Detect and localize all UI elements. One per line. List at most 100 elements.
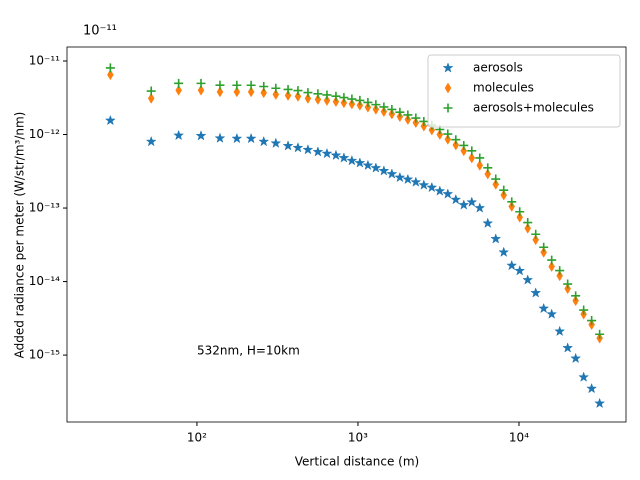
- marker: [270, 137, 282, 148]
- marker: [372, 103, 380, 115]
- marker: [506, 259, 518, 271]
- y-tick-label: 10⁻¹⁴: [29, 274, 60, 288]
- marker: [563, 279, 573, 289]
- marker: [515, 207, 525, 217]
- marker: [354, 157, 366, 168]
- marker: [245, 132, 257, 144]
- marker: [476, 159, 484, 171]
- marker: [282, 140, 294, 151]
- marker: [340, 97, 348, 109]
- marker: [508, 200, 516, 212]
- marker: [468, 152, 476, 164]
- marker: [378, 165, 390, 176]
- marker: [482, 217, 494, 228]
- legend-marker: [442, 62, 454, 73]
- marker: [539, 242, 549, 252]
- y-tick-label: 10⁻¹³: [29, 201, 60, 215]
- marker: [418, 179, 430, 190]
- y-tick-label: 10⁻¹⁵: [29, 348, 60, 362]
- marker: [331, 91, 341, 101]
- marker: [411, 113, 421, 123]
- marker: [500, 189, 508, 201]
- marker: [466, 196, 478, 207]
- marker: [370, 162, 382, 173]
- marker: [386, 168, 398, 179]
- marker: [302, 144, 314, 155]
- marker: [410, 176, 422, 187]
- x-tick-label: 10³: [348, 431, 368, 445]
- marker: [387, 104, 397, 114]
- marker: [450, 193, 462, 205]
- marker: [458, 199, 470, 210]
- marker: [490, 233, 502, 244]
- marker: [322, 90, 332, 100]
- marker: [246, 80, 256, 90]
- marker: [523, 218, 533, 228]
- series: [107, 69, 603, 344]
- legend-label: aerosols: [473, 61, 523, 75]
- marker: [271, 83, 281, 93]
- marker: [260, 87, 268, 99]
- marker: [554, 325, 566, 337]
- marker: [371, 100, 381, 110]
- marker: [247, 86, 255, 98]
- marker: [442, 188, 454, 199]
- marker: [562, 342, 574, 353]
- marker: [323, 95, 331, 107]
- marker: [283, 84, 293, 94]
- legend-marker: [444, 82, 452, 94]
- marker: [347, 94, 357, 104]
- marker: [443, 129, 453, 139]
- marker: [272, 89, 280, 101]
- series: [105, 63, 605, 339]
- marker: [355, 95, 365, 105]
- marker: [483, 163, 493, 173]
- marker: [388, 108, 396, 120]
- y-tick-label: 10⁻¹²: [29, 127, 60, 141]
- marker: [586, 382, 598, 394]
- marker: [105, 63, 115, 73]
- marker: [330, 149, 342, 161]
- annotation: 532nm, H=10km: [197, 344, 300, 358]
- marker: [540, 246, 547, 258]
- marker: [419, 116, 429, 126]
- series: [104, 114, 606, 409]
- marker: [394, 171, 406, 183]
- marker: [556, 270, 563, 282]
- x-axis-label: Vertical distance (m): [295, 455, 419, 469]
- marker: [380, 106, 388, 118]
- marker: [107, 69, 114, 81]
- marker: [538, 302, 550, 314]
- marker: [356, 99, 364, 111]
- marker: [292, 142, 304, 153]
- y-tick-label: 10⁻¹¹: [29, 53, 60, 67]
- marker: [303, 88, 313, 98]
- marker: [484, 168, 492, 180]
- marker: [514, 265, 526, 276]
- marker: [530, 287, 542, 298]
- marker: [294, 90, 302, 102]
- marker: [571, 291, 581, 301]
- marker: [196, 78, 206, 88]
- marker: [232, 80, 242, 90]
- marker: [572, 295, 579, 307]
- marker: [379, 102, 389, 112]
- marker: [555, 266, 565, 276]
- marker: [467, 146, 477, 156]
- marker: [348, 98, 356, 110]
- offset-text: 10⁻¹¹: [83, 24, 117, 39]
- marker: [548, 261, 555, 273]
- marker: [403, 110, 413, 120]
- marker: [579, 305, 589, 315]
- marker: [516, 211, 524, 223]
- legend-box: [427, 54, 621, 128]
- marker: [321, 147, 333, 159]
- marker: [434, 185, 446, 196]
- marker: [146, 86, 156, 96]
- marker: [578, 371, 590, 382]
- x-tick-label: 10⁴: [509, 431, 529, 445]
- marker: [313, 89, 323, 99]
- marker: [532, 234, 539, 246]
